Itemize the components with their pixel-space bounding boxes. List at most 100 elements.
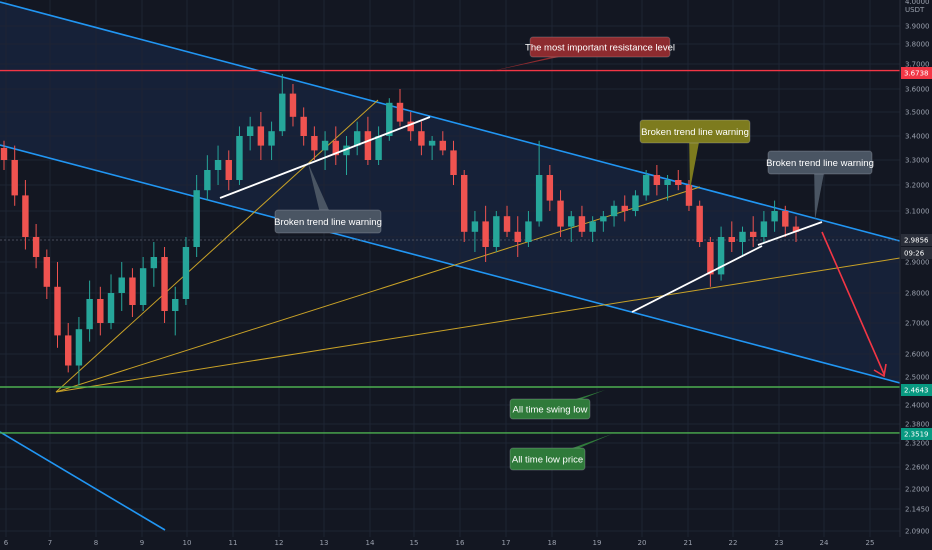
time-tick-label: 12 (275, 539, 284, 547)
price-tick-label: 3.9000 (905, 23, 930, 31)
candle (450, 140, 457, 185)
callout-box (767, 150, 873, 175)
time-axis[interactable]: 6 7 8 9 10 11 12 13 14 15 16 17 18 19 20 21 22 23 24 25 (4, 539, 875, 547)
channel-fill (0, 2, 900, 383)
callout-text: Broken trend line warning (766, 158, 874, 169)
price-tick-label: 3.5000 (905, 109, 930, 117)
price-tick-label: 2.5000 (905, 374, 930, 382)
price-label-text: 2.9856 (904, 237, 929, 245)
candle (86, 280, 93, 342)
candle (107, 274, 115, 330)
candle-body (471, 221, 479, 232)
candle-body (182, 247, 190, 299)
candle-body (546, 175, 554, 201)
price-tick-label: 2.8000 (905, 290, 930, 298)
candle-body (22, 195, 29, 237)
price-label-text: 2.3519 (904, 431, 929, 439)
candle (182, 237, 190, 305)
annotation-callout: Broken trend line warning (274, 163, 382, 234)
price-label-text: 2.4643 (904, 387, 929, 395)
candle-body (204, 170, 211, 191)
candle-body (246, 126, 254, 136)
channel-lower-line (0, 144, 900, 384)
candle (664, 175, 671, 201)
candle-body (225, 160, 232, 180)
candle (632, 190, 639, 217)
candle (685, 180, 693, 211)
candle-body (236, 136, 243, 180)
callout-text: All time low price (512, 455, 583, 466)
candle-body (279, 93, 286, 132)
candle-body (65, 335, 72, 366)
time-tick-label: 21 (684, 539, 693, 547)
candle (97, 286, 104, 336)
candle (707, 237, 714, 287)
price-labels: 3.6738 2.9856 09:26 2.4643 2.3519 (901, 67, 932, 440)
price-label: 3.6738 (901, 67, 932, 79)
candle (792, 216, 800, 242)
candle-body (707, 242, 714, 275)
price-label-bg (901, 247, 932, 259)
candle-body (632, 195, 639, 211)
price-tick-label: 2.9000 (905, 259, 930, 267)
candle-body (771, 211, 778, 222)
callout-pointer (689, 131, 701, 190)
candle (568, 211, 575, 242)
price-axis-bg (900, 0, 932, 550)
price-label-bg (901, 384, 932, 396)
candle-body (568, 216, 575, 227)
candle (675, 170, 682, 191)
callout-box (509, 447, 586, 471)
trendline-2 (631, 245, 763, 313)
annotation-callout: The most important resistance level (488, 36, 675, 72)
candle (642, 170, 650, 201)
time-tick-label: 16 (456, 539, 465, 547)
callout-text: All time swing low (513, 405, 588, 416)
candle (353, 121, 361, 156)
candle-body (214, 160, 222, 170)
candle-body (375, 136, 382, 160)
price-label: 2.4643 (901, 384, 932, 396)
candle (546, 165, 554, 211)
candle-body (653, 175, 661, 185)
candle-body (289, 93, 297, 117)
candle-body (525, 221, 532, 242)
price-label-bg (901, 67, 932, 79)
candle-body (610, 205, 618, 217)
callouts: The most important resistance level Broke… (274, 36, 874, 471)
candle-body (749, 231, 757, 237)
price-tick-partial: 4.0000 (905, 0, 930, 6)
candle (514, 216, 521, 257)
candle-body (332, 140, 339, 156)
annotation-callout: Broken trend line warning (766, 150, 874, 220)
candle (65, 323, 72, 373)
candle-body (150, 257, 158, 269)
candle-body (578, 216, 586, 232)
candle (503, 205, 511, 237)
time-tick-label: 23 (775, 539, 784, 547)
price-tick-label: 2.3200 (905, 440, 930, 448)
candle (771, 200, 778, 232)
candle-body (300, 116, 307, 136)
candle (535, 140, 543, 227)
candle (257, 112, 265, 160)
callout-text: Broken trend line warning (641, 127, 749, 138)
candle (396, 89, 404, 127)
candle (600, 211, 607, 232)
price-label: 2.9856 (901, 234, 932, 246)
time-tick-label: 22 (729, 539, 738, 547)
price-label-text: 3.6738 (904, 70, 929, 78)
time-tick-label: 14 (366, 539, 375, 547)
candle (717, 226, 725, 281)
candle-body (0, 148, 8, 160)
price-label-text: 09:26 (904, 250, 925, 258)
candle-body (739, 231, 746, 242)
candle-body (503, 216, 511, 232)
candle-body (782, 211, 789, 227)
candle (311, 126, 318, 160)
time-axis-bg (0, 537, 932, 550)
price-tick-label: 2.0900 (905, 528, 930, 536)
candle-body (557, 200, 564, 227)
